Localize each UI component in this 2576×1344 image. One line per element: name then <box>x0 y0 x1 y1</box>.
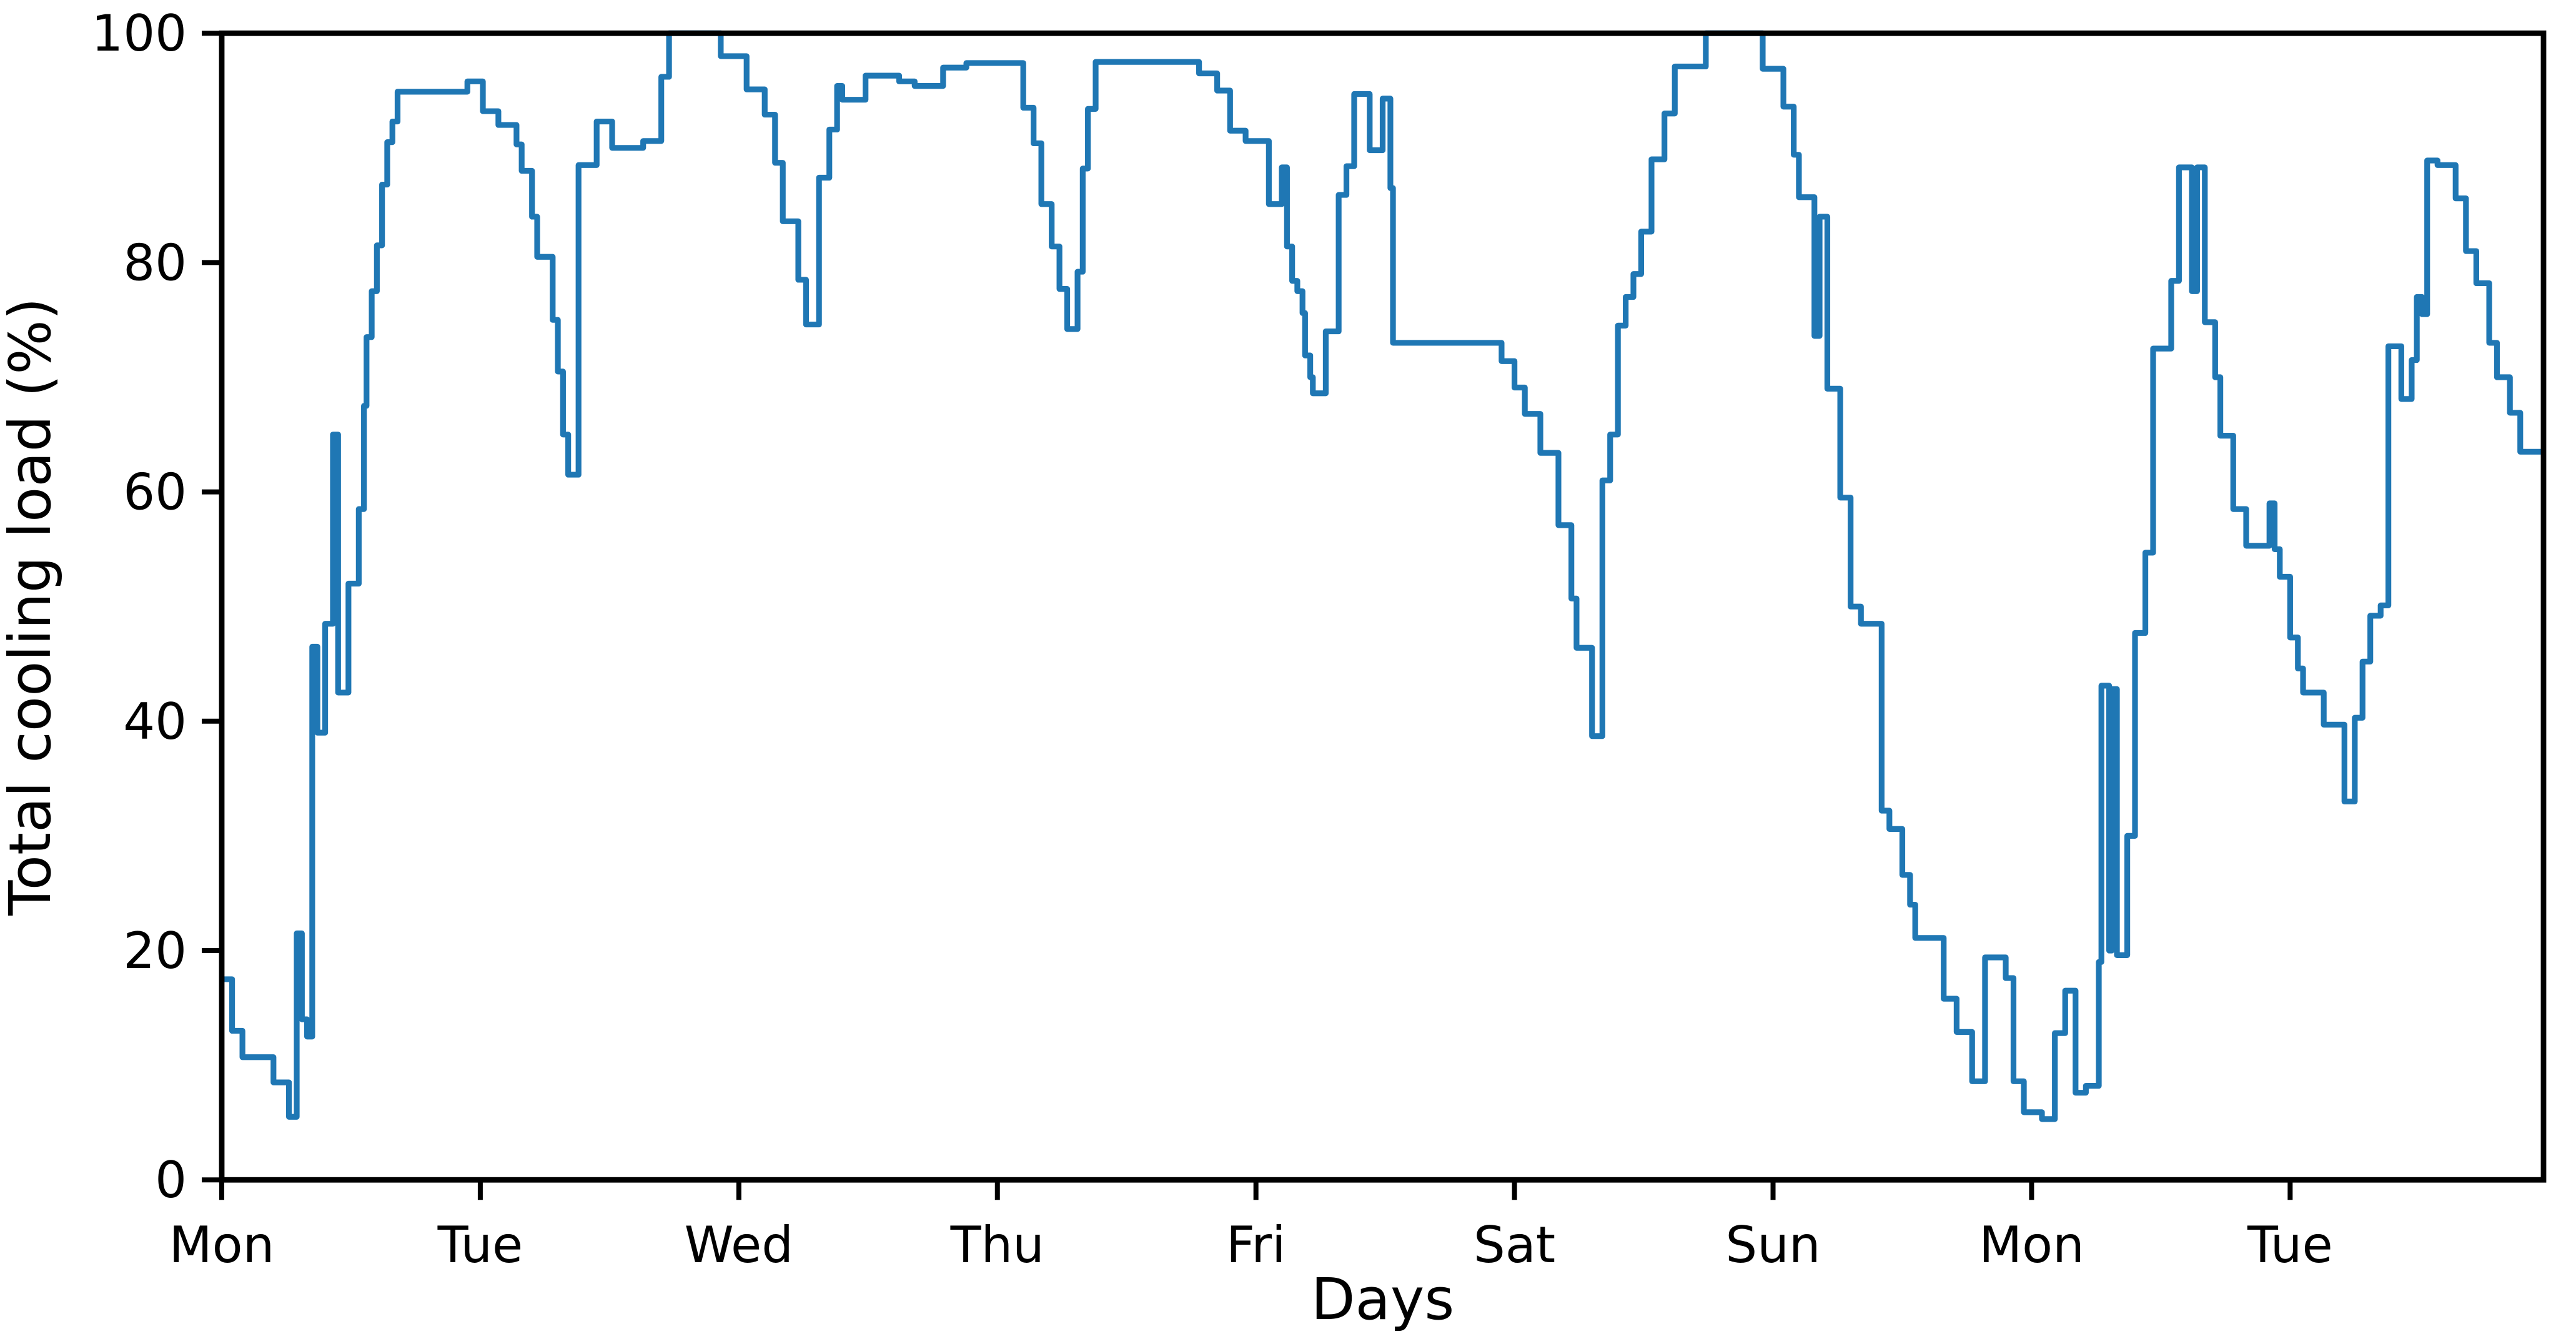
x-tick-label: Mon <box>169 1216 275 1274</box>
x-tick-label: Wed <box>685 1216 793 1274</box>
x-tick-label: Tue <box>2247 1216 2333 1274</box>
y-tick-label: 40 <box>123 693 187 751</box>
x-tick-label: Sun <box>1725 1216 1820 1274</box>
y-tick-label: 60 <box>123 463 187 521</box>
x-tick-label: Thu <box>950 1216 1044 1274</box>
x-axis-label: Days <box>1311 1266 1455 1333</box>
x-tick-label: Fri <box>1226 1216 1286 1274</box>
y-tick-label: 20 <box>123 922 187 980</box>
y-tick-label: 100 <box>91 4 187 62</box>
plot-border <box>219 30 2547 1183</box>
x-tick-label: Sat <box>1474 1216 1555 1274</box>
x-tick-label: Tue <box>437 1216 523 1274</box>
cooling-load-series-line <box>222 30 2544 1122</box>
y-tick-label: 80 <box>123 234 187 292</box>
y-axis-label: Total cooling load (%) <box>0 297 64 916</box>
x-tick-label: Mon <box>1979 1216 2084 1274</box>
plot-layer: 0 20 40 60 80 100 Mon Tue Wed Thu Fri Sat Sun Mon Tue <box>91 4 2547 1274</box>
y-tick-label: 0 <box>155 1151 187 1209</box>
